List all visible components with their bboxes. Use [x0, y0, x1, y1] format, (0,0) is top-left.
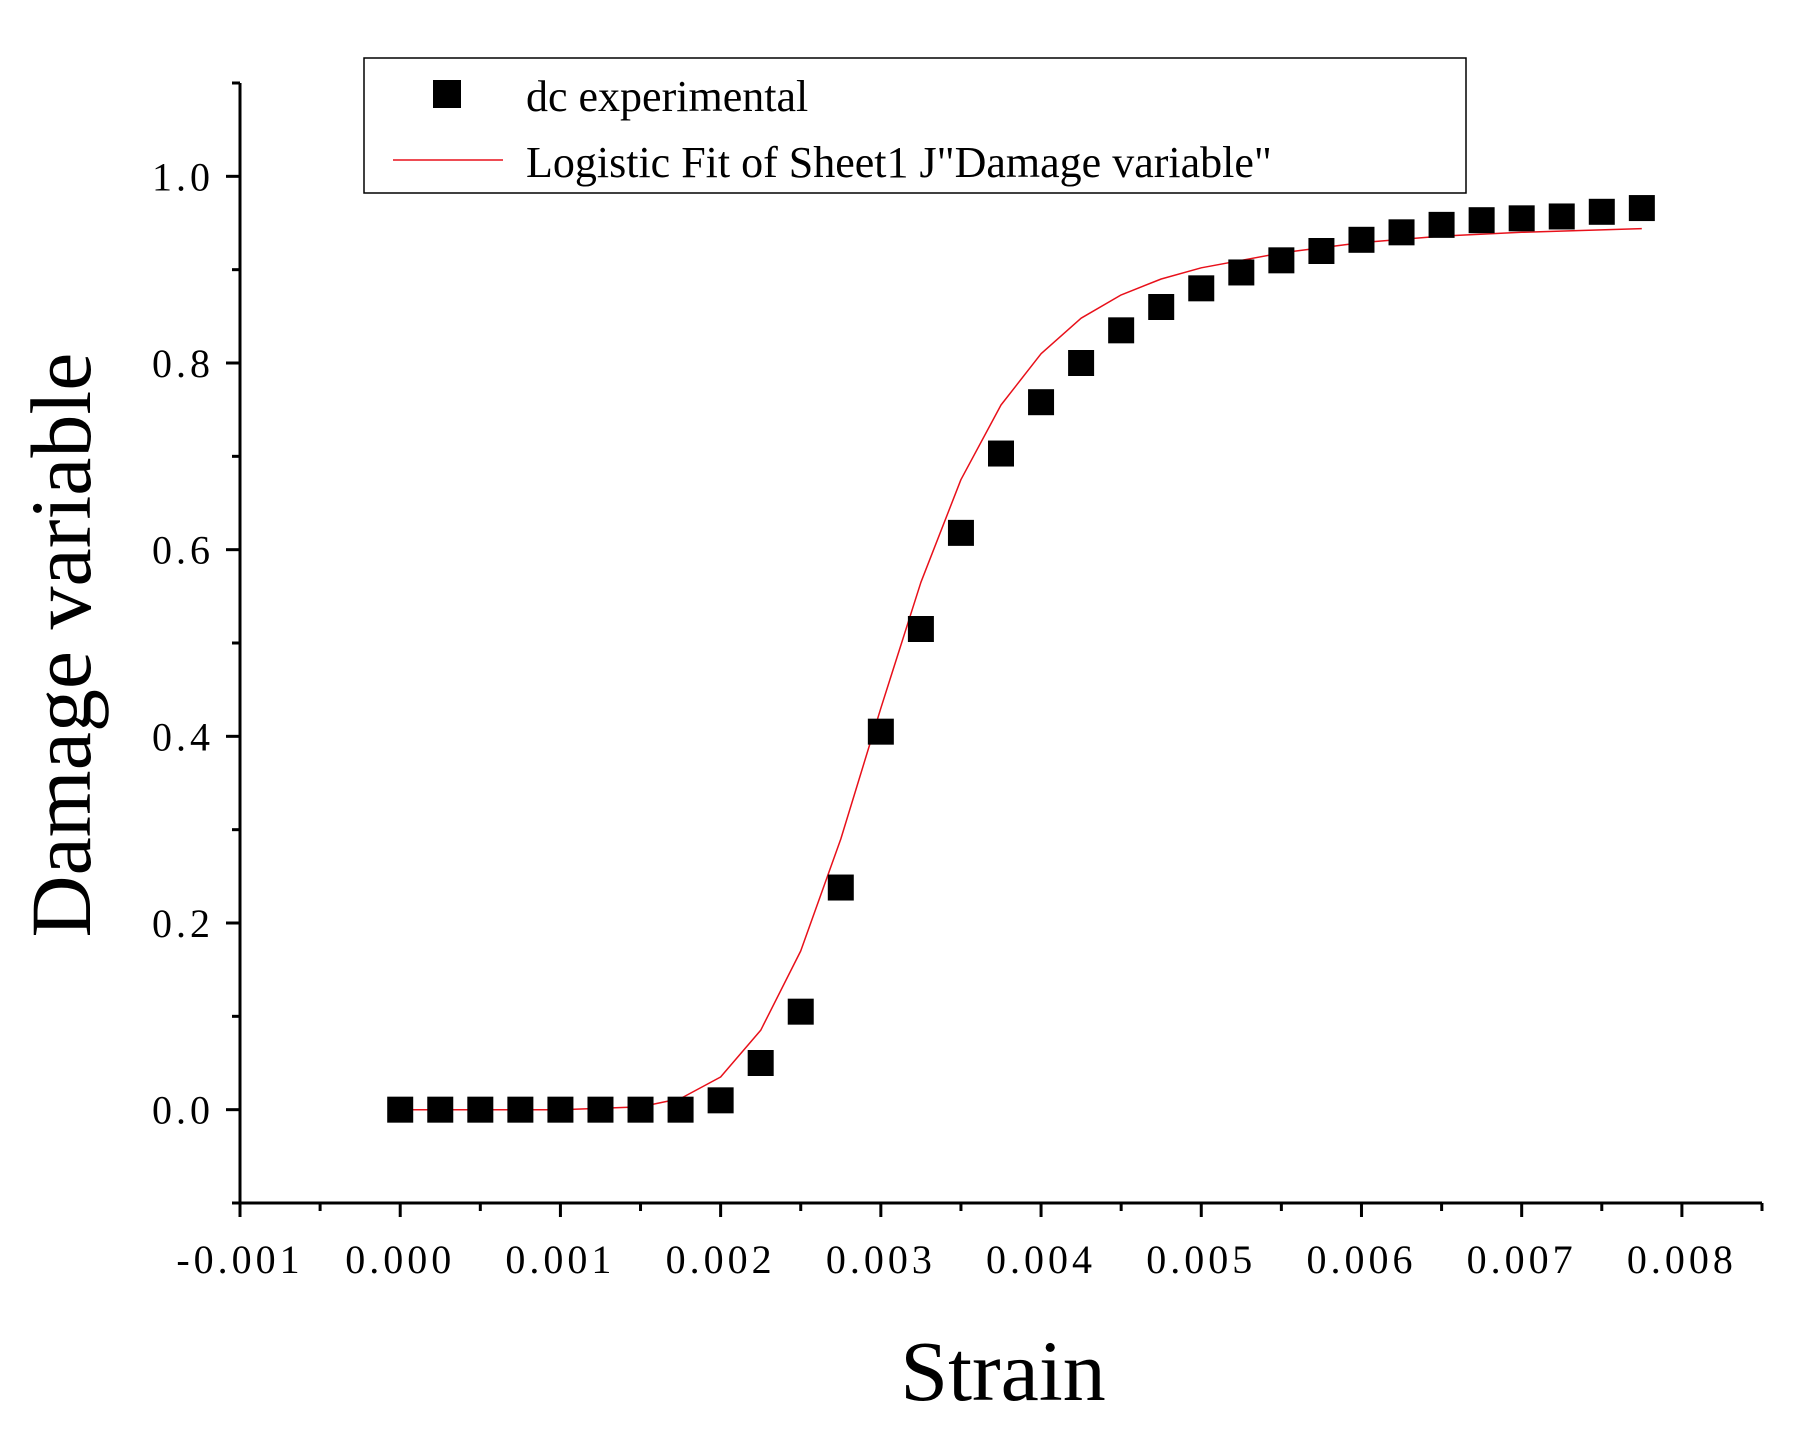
legend: dc experimental Logistic Fit of Sheet1 J…: [363, 57, 1467, 194]
axes: -0.001 0.000 0.001 0.002 0.003 0.004 0.005 0.00…: [152, 81, 1764, 1282]
data-point: [587, 1096, 614, 1123]
data-point: [707, 1087, 734, 1114]
data-point: [947, 519, 974, 546]
legend-marker-experimental: [433, 80, 461, 108]
data-point: [1548, 203, 1575, 230]
legend-label-fit: Logistic Fit of Sheet1 J"Damage variable…: [526, 138, 1272, 187]
data-point: [1468, 207, 1495, 234]
data-point: [1268, 247, 1295, 274]
data-point: [1348, 226, 1375, 253]
data-point: [547, 1096, 574, 1123]
data-point: [467, 1096, 494, 1123]
points-layer: [387, 195, 1655, 1123]
data-point: [1428, 211, 1455, 238]
data-point: [907, 616, 934, 642]
data-point: [1188, 275, 1215, 302]
x-tick-label: 0.004: [986, 1237, 1096, 1282]
data-point: [427, 1096, 454, 1123]
x-tick-label: 0.008: [1627, 1237, 1737, 1282]
data-point: [1588, 198, 1615, 225]
data-point: [1148, 294, 1175, 320]
data-point: [827, 874, 854, 901]
data-point: [867, 718, 894, 745]
y-tick-label: 1.0: [152, 154, 214, 199]
x-tick-label: 0.005: [1146, 1237, 1256, 1282]
fit-line: [400, 227, 1642, 1111]
data-point: [667, 1096, 694, 1123]
x-tick-label: 0.002: [666, 1237, 776, 1282]
x-tick-label: 0.000: [345, 1237, 455, 1282]
y-tick-label: 0.4: [152, 714, 214, 759]
x-tick-label: 0.001: [505, 1237, 615, 1282]
legend-label-experimental: dc experimental: [526, 72, 808, 121]
legend-box: [363, 57, 1467, 194]
data-point: [1108, 317, 1135, 344]
data-point: [1308, 238, 1335, 264]
x-tick-label: -0.001: [176, 1237, 303, 1282]
data-point: [1388, 219, 1415, 246]
x-tick-label: 0.007: [1467, 1237, 1577, 1282]
data-point: [787, 998, 814, 1025]
y-tick-label: 0.0: [152, 1088, 214, 1133]
x-tick-label: 0.003: [826, 1237, 936, 1282]
x-axis-title: Strain: [900, 1323, 1105, 1419]
x-tick-label: 0.006: [1306, 1237, 1416, 1282]
data-point: [1508, 205, 1535, 232]
data-point: [387, 1096, 414, 1123]
data-point: [627, 1096, 654, 1123]
data-point: [507, 1096, 534, 1123]
fit-layer: [400, 227, 1642, 1111]
y-tick-label: 0.8: [152, 341, 214, 386]
data-point: [1028, 389, 1055, 416]
y-axis-title: Damage variable: [13, 353, 109, 938]
data-point: [1628, 195, 1655, 222]
y-tick-label: 0.6: [152, 528, 214, 573]
data-point: [1068, 350, 1095, 376]
y-tick-label: 0.2: [152, 901, 214, 946]
data-point: [988, 440, 1014, 467]
data-point: [747, 1050, 774, 1076]
data-point: [1228, 259, 1255, 286]
